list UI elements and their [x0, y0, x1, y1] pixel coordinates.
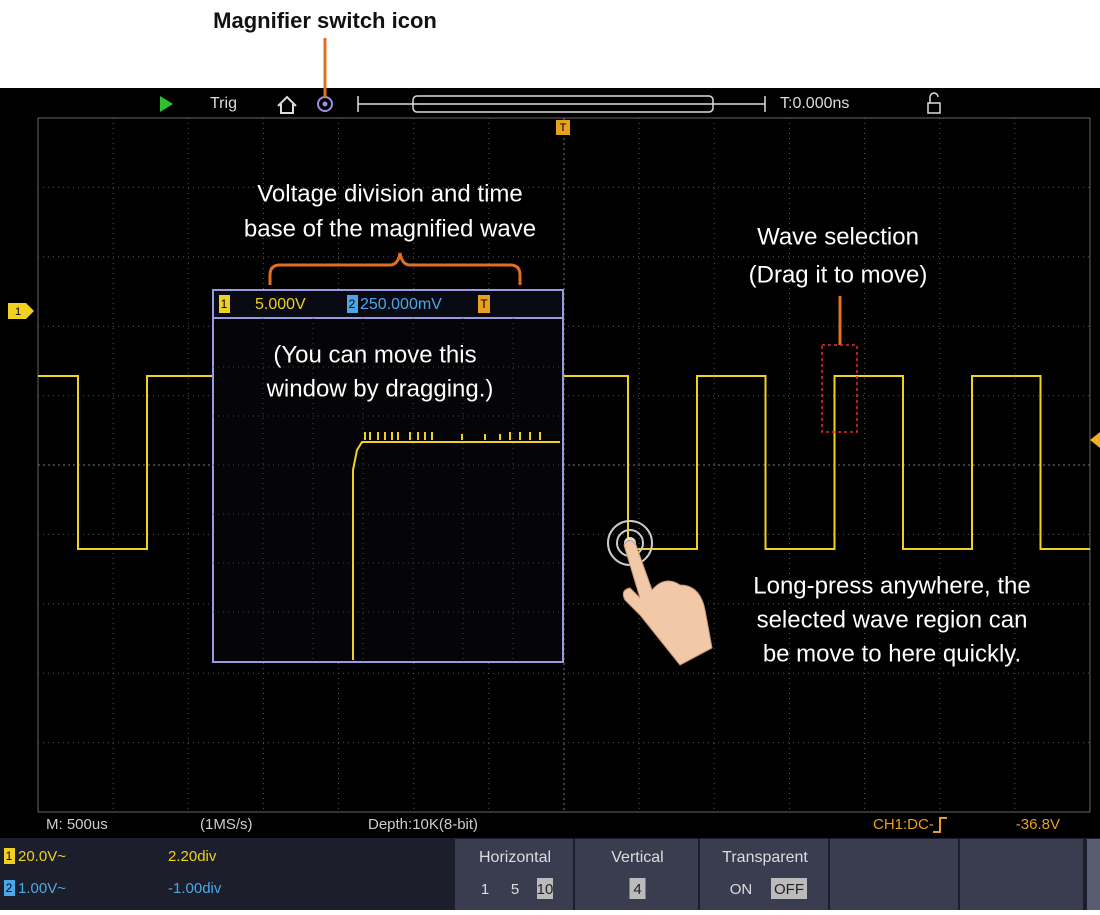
ch2-offset[interactable]: -1.00div — [168, 880, 222, 897]
trigger-source: CH1:DC- — [873, 816, 934, 833]
annotation: selected wave region can — [757, 606, 1028, 633]
menu-option[interactable]: OFF — [774, 881, 804, 898]
ch1-scale[interactable]: 20.0V~ — [18, 848, 66, 865]
magnifier-window[interactable]: 1 5.000V 2 250.000mV T (You can move thi… — [213, 290, 563, 662]
trigger-status: Trig — [210, 95, 237, 112]
annotation: (You can move this — [273, 341, 476, 368]
annotation: be move to here quickly. — [763, 640, 1021, 667]
menu-option[interactable]: 1 — [481, 881, 489, 898]
annotation: Wave selection — [757, 223, 919, 250]
menu-title[interactable]: Transparent — [722, 849, 808, 866]
menu-title[interactable]: Horizontal — [479, 849, 551, 866]
oscilloscope-screen: Magnifier switch icon Trig T:0.000ns T 1… — [0, 0, 1100, 910]
ch2-scale: 250.000mV — [360, 296, 442, 313]
ch1-offset[interactable]: 2.20div — [168, 848, 217, 865]
trigger-label: T — [480, 297, 488, 311]
menu-option[interactable]: 4 — [633, 881, 641, 898]
menu-cell[interactable] — [960, 839, 1083, 910]
trigger-time: T:0.000ns — [780, 95, 849, 112]
trigger-level: -36.8V — [1016, 816, 1060, 833]
menu-edge — [1087, 839, 1100, 910]
annotation: (Drag it to move) — [749, 261, 928, 288]
menu-title[interactable]: Vertical — [611, 849, 663, 866]
timebase: M: 500us — [46, 816, 108, 833]
memory-depth: Depth:10K(8-bit) — [368, 816, 478, 833]
ch2-scale[interactable]: 1.00V~ — [18, 880, 66, 897]
ch1-scale: 5.000V — [255, 296, 306, 313]
trigger-marker-label: T — [560, 122, 567, 134]
menu-cell[interactable] — [830, 839, 958, 910]
annotation: Voltage division and time — [257, 180, 523, 207]
menu-option[interactable]: ON — [730, 881, 753, 898]
ch1-label: 1 — [6, 849, 13, 863]
annotation: window by dragging.) — [266, 375, 494, 402]
channel-marker-label: 1 — [15, 306, 21, 318]
sample-rate: (1MS/s) — [200, 816, 253, 833]
ch2-label: 2 — [349, 297, 356, 311]
annotation: base of the magnified wave — [244, 215, 536, 242]
ch1-label: 1 — [221, 297, 228, 311]
ch2-label: 2 — [6, 881, 13, 895]
menu-option[interactable]: 10 — [537, 881, 554, 898]
menu-option[interactable]: 5 — [511, 881, 519, 898]
annotation: Magnifier switch icon — [213, 8, 437, 33]
annotation: Long-press anywhere, the — [753, 572, 1031, 599]
